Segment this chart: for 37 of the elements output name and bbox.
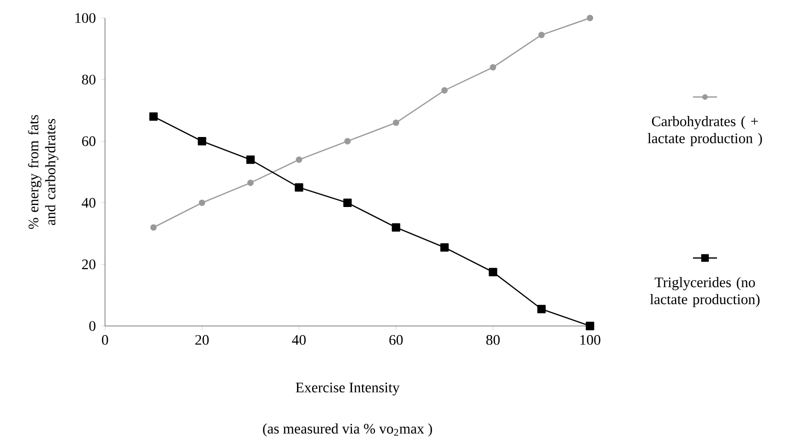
point — [586, 322, 594, 330]
y-axis-title: % energy from fats and carbohydrates — [28, 115, 58, 229]
point — [198, 136, 206, 146]
legend-label: Carbohydrates ( + lactate production ) — [648, 116, 762, 146]
point — [246, 155, 255, 164]
x-tick-label: 40 — [292, 335, 306, 345]
point — [343, 198, 352, 207]
point — [149, 112, 158, 121]
text: (as measured via % vo$_{2}$max ) — [263, 423, 432, 437]
x-tick-label: 100 — [580, 335, 600, 345]
y-tick-label: 100 — [76, 13, 96, 23]
x-tick-label: 60 — [389, 335, 403, 345]
y-tick-label: 20 — [82, 259, 96, 270]
point — [488, 268, 498, 276]
point — [586, 14, 594, 22]
x-axis-title: Exercise Intensity — [296, 382, 400, 396]
point — [538, 32, 545, 38]
x-tick-label: 0 — [102, 335, 108, 345]
y-tick-label: 60 — [82, 136, 96, 146]
x-tick-label: 80 — [486, 335, 500, 345]
point — [150, 224, 157, 231]
point — [344, 138, 351, 144]
point — [440, 243, 449, 252]
point — [392, 223, 400, 232]
point — [537, 304, 546, 314]
x-tick-label: 20 — [195, 335, 209, 345]
point — [198, 200, 206, 206]
y-tick-label: 40 — [82, 198, 96, 208]
point — [441, 87, 448, 94]
legend-label: Triglycerides (no lactate production) — [650, 277, 760, 308]
point — [392, 120, 400, 126]
y-tick-label: 0 — [89, 321, 96, 331]
y-tick-label: 80 — [82, 74, 96, 84]
point — [247, 180, 254, 186]
point — [296, 156, 302, 163]
point — [490, 64, 496, 70]
point — [294, 183, 304, 192]
